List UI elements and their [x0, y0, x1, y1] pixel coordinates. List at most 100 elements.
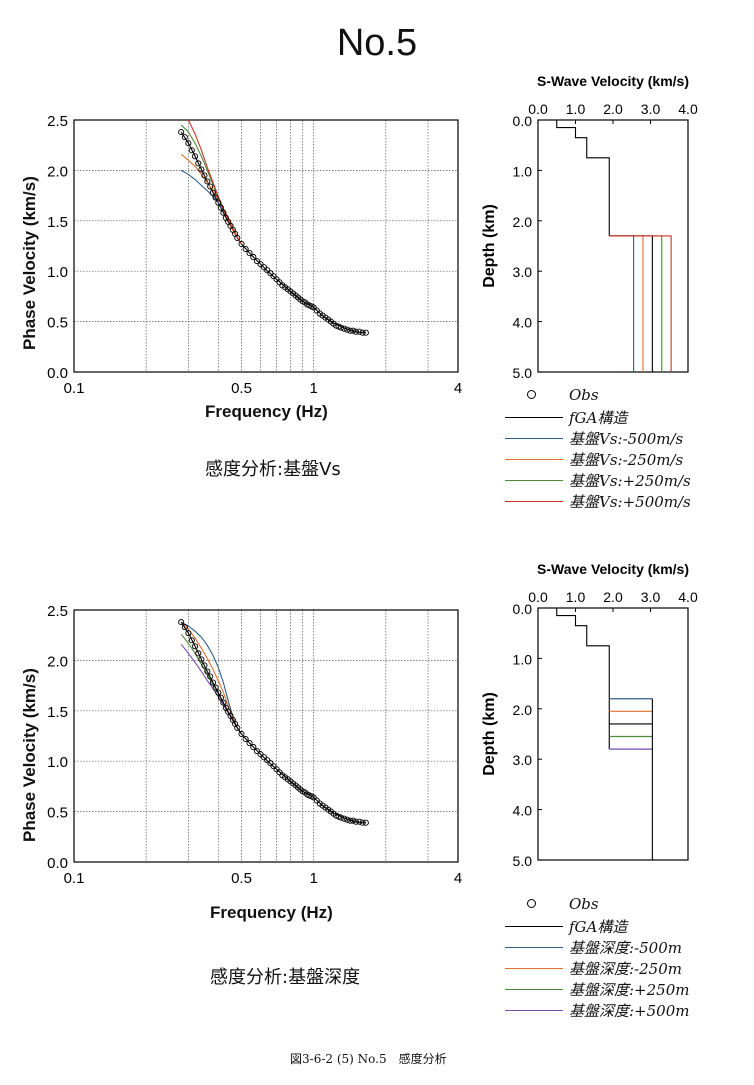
y-tick-label: 2.5 — [47, 113, 68, 130]
bedrock-vs-line — [609, 235, 644, 372]
x-tick-label: 0.1 — [64, 870, 85, 887]
plot-frame — [73, 119, 459, 373]
obs-point — [267, 270, 274, 277]
obs-point — [246, 250, 253, 257]
x-tick-label: 4 — [454, 870, 462, 887]
obs-point — [267, 760, 274, 767]
y-tick-label: 0.5 — [47, 315, 68, 332]
obs-point — [352, 328, 359, 335]
obs-point — [220, 209, 227, 216]
legend-label: 基盤深度:+250m — [569, 981, 690, 999]
obs-point — [347, 817, 354, 824]
legend-item: 基盤Vs:+500m/s — [505, 491, 750, 511]
legend-swatch — [505, 438, 563, 439]
legend-label: 基盤Vs:-500m/s — [569, 430, 684, 448]
profile-title: S-Wave Velocity (km/s) — [537, 73, 689, 89]
legend-label: 基盤Vs:-250m/s — [569, 451, 684, 469]
bedrock-vs-line — [609, 235, 672, 372]
base-profile-line — [556, 608, 610, 750]
obs-point — [212, 194, 219, 201]
obs-point — [242, 245, 249, 253]
y-tick-label: 0.0 — [47, 855, 68, 872]
legend-label: Obs — [569, 895, 599, 913]
series-line — [180, 621, 242, 735]
y-tick-label: 4.0 — [513, 315, 533, 331]
obs-point — [217, 694, 224, 701]
x-axis-label-top: Frequency (Hz) — [205, 402, 328, 421]
legend-swatch — [505, 480, 563, 481]
bedrock-vs-line — [609, 235, 653, 372]
obs-point — [310, 794, 317, 801]
obs-point — [337, 814, 345, 821]
x-tick-label: 0.0 — [528, 101, 548, 117]
series-line — [180, 643, 242, 735]
obs-point — [344, 326, 351, 333]
x-tick-label: 0.5 — [231, 380, 252, 397]
obs-point — [260, 264, 267, 271]
obs-point — [181, 624, 188, 631]
obs-point — [181, 134, 188, 141]
obs-point — [192, 643, 199, 650]
obs-point — [209, 679, 217, 686]
page-title: No.5 — [336, 22, 418, 64]
legend-item: 基盤深度:-250m — [505, 958, 750, 978]
legend-item: 基盤Vs:-500m/s — [505, 428, 750, 448]
obs-point — [253, 748, 261, 755]
x-tick-label: 1.0 — [566, 589, 586, 605]
y-tick-label: 1.0 — [513, 163, 533, 179]
legend-swatch — [505, 459, 563, 460]
legend-top: Obs fGA構造基盤Vs:-500m/s 基盤Vs:-250m/s 基盤Vs:+25… — [505, 386, 750, 516]
legend-swatch — [505, 947, 563, 948]
x-tick-label: 4 — [454, 380, 462, 397]
legend-label: fGA構造 — [569, 409, 628, 427]
obs-point — [185, 140, 192, 147]
y-tick-label: 1.0 — [513, 651, 533, 667]
velocity-profile-bottom: S-Wave Velocity (km/s) 0.0 1.0 2.0 3.0 4.0 0.0… — [481, 561, 698, 869]
legend-item: 基盤Vs:+250m/s — [505, 470, 750, 490]
plot-frame — [537, 607, 689, 861]
y-tick-label: 4.0 — [513, 803, 533, 819]
obs-point — [220, 699, 227, 706]
x-tick-label: 1 — [310, 870, 318, 887]
obs-point — [350, 817, 357, 824]
obs-point — [341, 325, 348, 332]
obs-marker-icon — [527, 390, 536, 399]
y-tick-label: 3.0 — [513, 752, 533, 768]
x-tick-label: 0.0 — [528, 589, 548, 605]
obs-point — [359, 819, 366, 826]
legend-label: 基盤深度:-250m — [569, 960, 682, 978]
obs-point — [207, 183, 214, 190]
y-tick-label: 1.5 — [47, 214, 68, 231]
obs-point — [212, 684, 219, 691]
base-profile-line — [556, 120, 610, 236]
y-tick-label: 1.0 — [47, 754, 68, 771]
x-tick-label: 1.0 — [566, 101, 586, 117]
legend-swatch — [505, 501, 563, 502]
obs-point — [204, 668, 211, 675]
obs-point — [362, 819, 369, 826]
series-line — [180, 153, 242, 245]
x-tick-label: 0.5 — [231, 870, 252, 887]
obs-point — [201, 172, 208, 179]
plot-frame — [73, 609, 459, 863]
obs-point — [198, 166, 205, 173]
obs-point — [198, 656, 205, 663]
obs-point — [250, 254, 257, 261]
bedrock-vs-line — [609, 235, 635, 372]
legend-item: 基盤深度:+500m — [505, 1000, 750, 1020]
legend-item: Obs — [505, 386, 750, 406]
obs-point — [209, 189, 217, 196]
obs-point — [188, 637, 195, 644]
figure-caption: 図3-6-2 (5) No.5 感度分析 — [290, 1052, 447, 1066]
obs-point — [207, 673, 214, 680]
legend-swatch — [505, 968, 563, 969]
legend-swatch — [505, 1010, 563, 1011]
obs-point — [215, 199, 222, 206]
bedrock-vs-line — [609, 235, 663, 372]
obs-point — [264, 757, 271, 764]
series-line-fga — [180, 621, 366, 824]
legend-label: 基盤Vs:+500m/s — [569, 493, 691, 511]
obs-point — [192, 153, 199, 160]
obs-point — [356, 818, 363, 825]
y-tick-label: 1.0 — [47, 264, 68, 281]
